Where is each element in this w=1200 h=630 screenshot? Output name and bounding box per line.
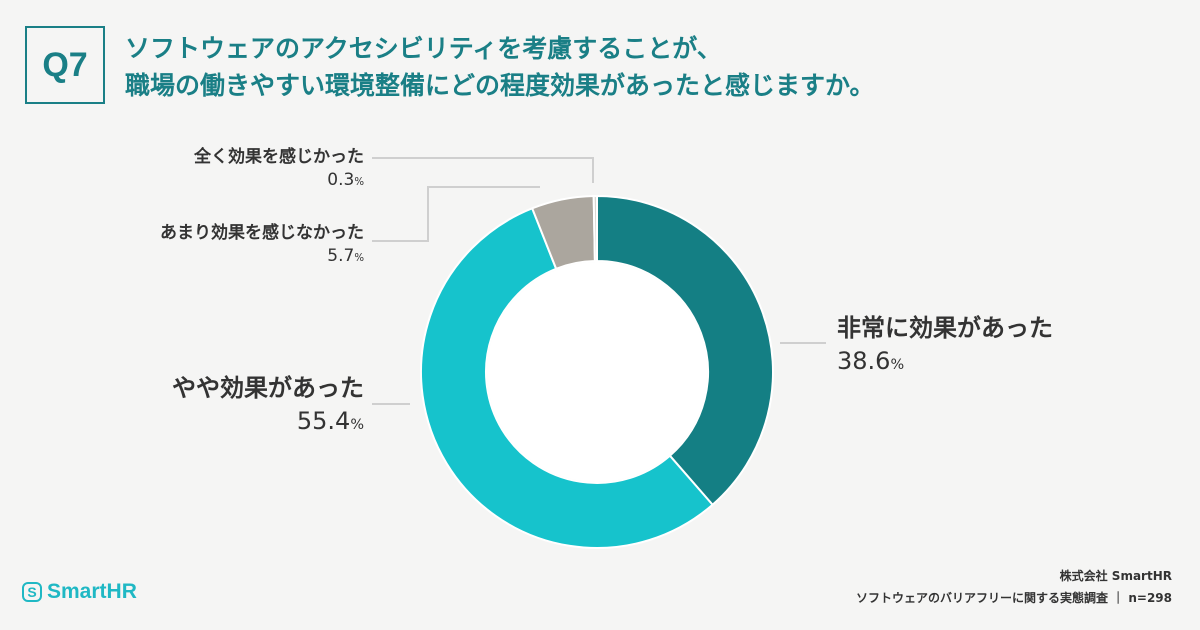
question-number-box: Q7 bbox=[25, 26, 105, 104]
donut-slice-not-at-all bbox=[592, 194, 598, 263]
donut-slice-very bbox=[596, 194, 774, 507]
question-number: Q7 bbox=[42, 45, 88, 84]
donut-hole bbox=[487, 262, 707, 482]
question-title-line2: 職場の働きやすい環境整備にどの程度効果があったと感じますか。 bbox=[125, 71, 875, 100]
smarthr-logo-icon: S bbox=[22, 582, 42, 602]
credit: 株式会社 SmartHR ソフトウェアのバリアフリーに関する実態調査 ｜ n=2… bbox=[856, 565, 1172, 609]
label-somewhat-name: やや効果があった bbox=[172, 374, 364, 402]
label-not-at-all-value: 0.3% bbox=[327, 170, 364, 190]
leader-line-not-much bbox=[372, 186, 540, 242]
question-title: ソフトウェアのアクセシビリティを考慮することが、 職場の働きやすい環境整備にどの… bbox=[125, 30, 1185, 104]
label-not-much-name: あまり効果を感じなかった bbox=[160, 223, 364, 243]
leader-line-not-at-all bbox=[372, 157, 594, 183]
credit-company: 株式会社 SmartHR bbox=[1059, 569, 1172, 583]
logo-text: SmartHR bbox=[47, 580, 137, 603]
label-not-at-all: 全く効果を感じかった 0.3% bbox=[194, 145, 364, 194]
donut-slice-somewhat bbox=[420, 207, 714, 549]
question-title-line1: ソフトウェアのアクセシビリティを考慮することが、 bbox=[125, 34, 722, 63]
smarthr-logo: S SmartHR bbox=[22, 580, 137, 604]
label-very-name: 非常に効果があった bbox=[837, 314, 1053, 342]
label-not-much: あまり効果を感じなかった 5.7% bbox=[160, 221, 364, 270]
label-somewhat: やや効果があった 55.4% bbox=[172, 371, 364, 441]
label-not-much-value: 5.7% bbox=[327, 246, 364, 266]
credit-survey: ソフトウェアのバリアフリーに関する実態調査 ｜ n=298 bbox=[855, 591, 1172, 605]
label-not-at-all-name: 全く効果を感じかった bbox=[194, 147, 364, 167]
label-very-value: 38.6% bbox=[837, 347, 905, 375]
label-somewhat-value: 55.4% bbox=[296, 407, 364, 435]
label-very: 非常に効果があった 38.6% bbox=[837, 311, 1053, 381]
